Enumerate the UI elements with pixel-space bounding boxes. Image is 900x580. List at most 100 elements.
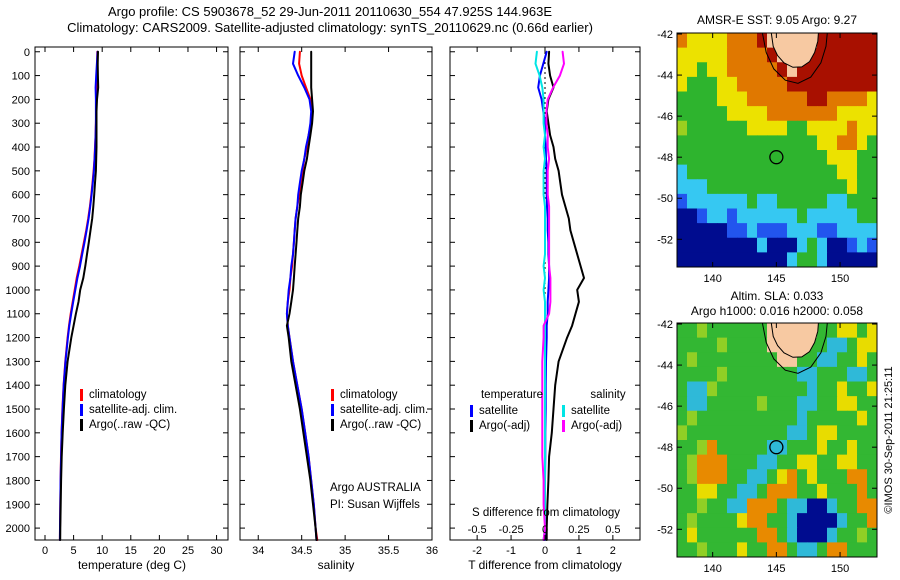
s-argo-line-swatch xyxy=(562,420,565,432)
svg-text:1900: 1900 xyxy=(6,499,30,511)
legend-label: Argo(..raw -QC) xyxy=(340,419,422,431)
svg-text:0: 0 xyxy=(542,545,548,557)
svg-text:800: 800 xyxy=(12,237,30,249)
svg-text:0: 0 xyxy=(542,524,548,536)
svg-text:1: 1 xyxy=(576,545,582,557)
svg-text:500: 500 xyxy=(12,166,30,178)
legend-label: satellite xyxy=(479,405,518,417)
argo-line-swatch xyxy=(80,419,83,431)
legend-label: satellite-adj. clim. xyxy=(340,404,429,416)
svg-text:36: 36 xyxy=(426,545,438,557)
legend-label: satellite-adj. clim. xyxy=(89,404,178,416)
satellite-adj-line-swatch xyxy=(80,404,83,416)
svg-text:1300: 1300 xyxy=(6,356,30,368)
svg-text:1200: 1200 xyxy=(6,333,30,345)
svg-text:140: 140 xyxy=(703,563,721,575)
svg-text:35.5: 35.5 xyxy=(378,545,399,557)
svg-text:-46: -46 xyxy=(657,401,673,413)
svg-text:200: 200 xyxy=(12,94,30,106)
sdiff-axis-label: S difference from climatology xyxy=(471,507,621,519)
legend-item: satellite xyxy=(562,404,610,418)
svg-text:1800: 1800 xyxy=(6,475,30,487)
sst-map-title: AMSR-E SST: 9.05 Argo: 9.27 xyxy=(696,13,858,27)
imos-watermark: ©IMOS 30-Sep-2011 21:25:11 xyxy=(883,366,895,514)
sla-map-title-line1: Altim. SLA: 0.033 xyxy=(730,289,824,303)
svg-text:0.25: 0.25 xyxy=(568,524,589,536)
svg-text:-44: -44 xyxy=(657,360,673,372)
svg-text:100: 100 xyxy=(12,71,30,83)
legend-item: Argo(..raw -QC) xyxy=(331,418,421,432)
svg-text:-50: -50 xyxy=(657,193,673,205)
svg-text:-50: -50 xyxy=(657,483,673,495)
svg-text:-2: -2 xyxy=(472,545,482,557)
svg-text:1100: 1100 xyxy=(6,309,30,321)
svg-text:150: 150 xyxy=(831,563,849,575)
salinity-legend-header: salinity xyxy=(590,389,626,401)
svg-text:145: 145 xyxy=(767,563,785,575)
pi-note: PI: Susan Wijffels xyxy=(330,499,420,511)
legend-label: climatology xyxy=(89,389,147,401)
argo-australia-note: Argo AUSTRALIA xyxy=(330,482,421,494)
svg-text:300: 300 xyxy=(12,118,30,130)
legend-label: Argo(-adj) xyxy=(479,420,531,432)
svg-text:-48: -48 xyxy=(657,442,673,454)
legend-label: climatology xyxy=(340,389,398,401)
figure-title-line1: Argo profile: CS 5903678_52 29-Jun-2011 … xyxy=(107,4,553,19)
salinity-axis-label: salinity xyxy=(317,558,355,572)
svg-text:0: 0 xyxy=(42,545,48,557)
svg-text:150: 150 xyxy=(831,273,849,285)
svg-text:-44: -44 xyxy=(657,70,673,82)
svg-text:-42: -42 xyxy=(657,319,673,331)
svg-text:-52: -52 xyxy=(657,234,673,246)
svg-text:400: 400 xyxy=(12,142,30,154)
temperature-axis-label: temperature (deg C) xyxy=(77,558,187,572)
svg-text:20: 20 xyxy=(153,545,165,557)
svg-text:2: 2 xyxy=(610,545,616,557)
svg-text:1400: 1400 xyxy=(6,380,30,392)
svg-text:140: 140 xyxy=(703,273,721,285)
svg-text:-42: -42 xyxy=(657,29,673,41)
svg-text:-48: -48 xyxy=(657,152,673,164)
climatology-line-swatch xyxy=(80,389,83,401)
svg-text:-46: -46 xyxy=(657,111,673,123)
figure-title-line2: Climatology: CARS2009. Satellite-adjuste… xyxy=(67,20,593,35)
tdiff-axis-label: T difference from climatology xyxy=(468,558,622,572)
svg-text:2000: 2000 xyxy=(6,523,30,535)
svg-text:0: 0 xyxy=(24,47,30,59)
legend-item: Argo(-adj) xyxy=(470,419,530,433)
svg-text:-52: -52 xyxy=(657,524,673,536)
svg-text:600: 600 xyxy=(12,190,30,202)
legend-item: satellite xyxy=(470,404,518,418)
s-satellite-line-swatch xyxy=(562,405,565,417)
svg-text:-0.25: -0.25 xyxy=(499,524,524,536)
legend-item: climatology xyxy=(80,388,147,402)
t-argo-line-swatch xyxy=(470,420,473,432)
svg-text:1600: 1600 xyxy=(6,428,30,440)
svg-text:25: 25 xyxy=(182,545,194,557)
legend-label: satellite xyxy=(571,405,610,417)
legend-item: satellite-adj. clim. xyxy=(80,403,177,417)
svg-text:145: 145 xyxy=(767,273,785,285)
legend-label: Argo(-adj) xyxy=(571,420,623,432)
svg-text:5: 5 xyxy=(71,545,77,557)
legend-item: satellite-adj. clim. xyxy=(331,403,428,417)
sla-map-title-line2: Argo h1000: 0.016 h2000: 0.058 xyxy=(690,304,864,318)
climatology-line-swatch xyxy=(331,389,334,401)
svg-text:-1: -1 xyxy=(506,545,516,557)
svg-text:34.5: 34.5 xyxy=(291,545,312,557)
temperature-legend-header: temperature xyxy=(480,389,543,401)
legend-item: Argo(..raw -QC) xyxy=(80,418,170,432)
svg-text:34: 34 xyxy=(252,545,264,557)
svg-text:30: 30 xyxy=(210,545,222,557)
svg-text:35: 35 xyxy=(339,545,351,557)
svg-text:900: 900 xyxy=(12,261,30,273)
svg-text:700: 700 xyxy=(12,213,30,225)
svg-text:-0.5: -0.5 xyxy=(468,524,487,536)
svg-text:1000: 1000 xyxy=(6,285,30,297)
legend-item: Argo(-adj) xyxy=(562,419,622,433)
satellite-adj-line-swatch xyxy=(331,404,334,416)
legend-item: climatology xyxy=(331,388,398,402)
svg-text:15: 15 xyxy=(125,545,137,557)
